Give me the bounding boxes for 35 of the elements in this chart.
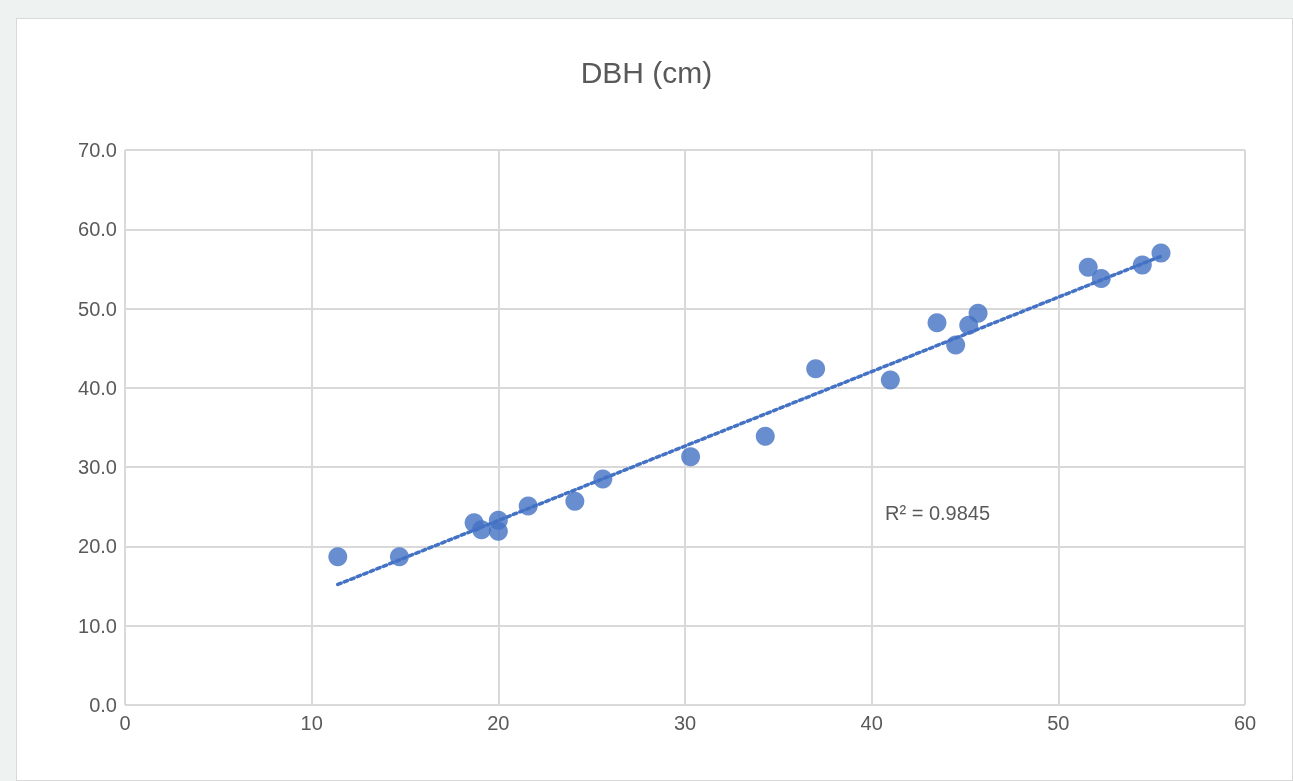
point	[946, 335, 966, 355]
x-tick-label: 30	[673, 712, 697, 734]
point	[1078, 257, 1098, 277]
point	[755, 426, 775, 446]
point	[968, 303, 988, 323]
point	[1132, 255, 1152, 275]
y-tick-label: 40.0	[78, 376, 117, 399]
y-tick-label: 70.0	[78, 139, 117, 161]
y-tick-label: 60.0	[78, 218, 117, 241]
x-tick-label: 40	[860, 712, 883, 734]
y-tick-label: 30.0	[78, 456, 117, 479]
point	[681, 447, 701, 467]
point	[1091, 268, 1111, 288]
point	[488, 521, 508, 541]
point	[880, 370, 900, 390]
x-tick-label: 0	[119, 712, 131, 734]
x-tick-label: 50	[1047, 712, 1070, 734]
x-tick-label: 60	[1233, 712, 1257, 734]
point	[518, 496, 538, 516]
y-tick-label: 20.0	[78, 535, 117, 558]
y-tick-label: 0.0	[89, 694, 117, 716]
x-tick-label: 10	[300, 712, 323, 734]
point	[806, 359, 826, 379]
x-tick-label: 20	[487, 712, 510, 734]
y-tick-label: 50.0	[78, 297, 117, 320]
point	[593, 469, 613, 489]
point	[565, 491, 585, 511]
point	[472, 520, 492, 540]
point	[1151, 243, 1171, 263]
point	[328, 547, 348, 567]
chart-title: DBH (cm)	[580, 55, 713, 89]
point	[927, 313, 947, 333]
y-tick-label: 10.0	[78, 614, 117, 637]
point	[389, 547, 409, 567]
annotation: R² = 0.9845	[885, 502, 991, 524]
